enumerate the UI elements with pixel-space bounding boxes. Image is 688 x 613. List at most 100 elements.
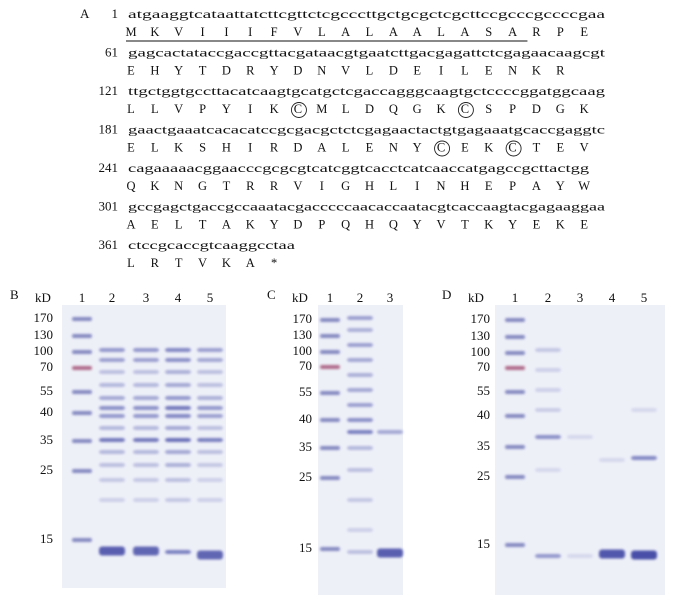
residue: K bbox=[437, 102, 446, 116]
residue: L bbox=[127, 102, 135, 116]
residue: N bbox=[437, 179, 446, 193]
residue: L bbox=[151, 140, 159, 154]
residue: K bbox=[532, 63, 541, 77]
marker-band bbox=[320, 547, 340, 551]
residue: E bbox=[485, 63, 493, 77]
marker-label: 130 bbox=[471, 328, 491, 343]
residue: K bbox=[270, 102, 279, 116]
residue: S bbox=[485, 102, 492, 116]
residue: K bbox=[174, 140, 183, 154]
residue: A bbox=[532, 179, 541, 193]
lane-label: 2 bbox=[357, 290, 364, 305]
residue: A bbox=[460, 25, 469, 39]
marker-label: 170 bbox=[471, 311, 491, 326]
residue: D bbox=[293, 63, 302, 77]
position-number: 1 bbox=[112, 6, 119, 21]
dna-sequence: gccgagctgaccgccaaatacgacccccaacaccaatacg… bbox=[128, 199, 606, 213]
unit-label: kD bbox=[35, 290, 51, 305]
gel-band bbox=[535, 388, 561, 392]
residue: A bbox=[341, 25, 350, 39]
marker-label: 55 bbox=[40, 383, 53, 398]
dna-sequence: gaactgaaatcacacatccgcgacgctctcgagaactact… bbox=[128, 122, 605, 136]
unit-label: kD bbox=[468, 290, 484, 305]
gel-band bbox=[567, 554, 593, 558]
marker-band bbox=[72, 350, 92, 354]
residue: R bbox=[532, 25, 541, 39]
residue: V bbox=[174, 102, 183, 116]
residue: Y bbox=[270, 217, 279, 231]
residue: K bbox=[150, 25, 159, 39]
gel-band bbox=[567, 435, 593, 439]
marker-band bbox=[72, 317, 92, 321]
lane-label: 5 bbox=[641, 290, 648, 305]
gel-band bbox=[165, 370, 191, 374]
lane-label: 1 bbox=[79, 290, 86, 305]
marker-band bbox=[505, 414, 525, 418]
residue: L bbox=[342, 140, 350, 154]
gel-band bbox=[197, 426, 223, 430]
dna-sequence: ttgctggtgccttacatcaagtgcatgctcgaccagggca… bbox=[128, 84, 605, 98]
residue: S bbox=[199, 140, 206, 154]
lane-label: 1 bbox=[512, 290, 519, 305]
gel-band bbox=[165, 463, 191, 467]
lane-label: 3 bbox=[387, 290, 394, 305]
residue: R bbox=[246, 63, 255, 77]
gel-band bbox=[197, 450, 223, 454]
gel-band bbox=[133, 478, 159, 482]
residue: H bbox=[365, 217, 374, 231]
residue: W bbox=[578, 179, 590, 193]
residue: V bbox=[580, 140, 589, 154]
gel-band bbox=[99, 370, 125, 374]
residue: E bbox=[485, 179, 493, 193]
marker-label: 100 bbox=[34, 343, 54, 358]
residue: V bbox=[174, 25, 183, 39]
residue: H bbox=[150, 63, 159, 77]
residue: L bbox=[175, 217, 183, 231]
marker-band bbox=[320, 365, 340, 369]
marker-band bbox=[505, 445, 525, 449]
gel-band bbox=[347, 328, 373, 332]
residue: P bbox=[557, 25, 564, 39]
marker-band bbox=[505, 318, 525, 322]
residue: D bbox=[365, 102, 374, 116]
residue: L bbox=[318, 25, 326, 39]
marker-band bbox=[72, 390, 92, 394]
gel-band bbox=[133, 348, 159, 352]
gel-band bbox=[165, 396, 191, 400]
gel-band bbox=[631, 550, 657, 560]
residue: V bbox=[293, 25, 302, 39]
gel-band bbox=[99, 383, 125, 387]
residue: G bbox=[198, 179, 207, 193]
gel-band bbox=[631, 456, 657, 460]
residue: K bbox=[150, 179, 159, 193]
residue: P bbox=[509, 102, 516, 116]
marker-label: 15 bbox=[299, 540, 312, 555]
gel-band bbox=[133, 414, 159, 418]
marker-band bbox=[505, 366, 525, 370]
gel-band bbox=[165, 358, 191, 362]
residue: T bbox=[223, 179, 231, 193]
gel-band bbox=[165, 438, 191, 442]
marker-label: 55 bbox=[299, 384, 312, 399]
gel-band bbox=[99, 546, 125, 556]
position-number: 361 bbox=[99, 237, 119, 252]
residue: D bbox=[222, 63, 231, 77]
residue: E bbox=[580, 25, 588, 39]
gel-band bbox=[347, 403, 373, 407]
gel-band bbox=[165, 450, 191, 454]
gel-band bbox=[133, 498, 159, 502]
residue: H bbox=[222, 140, 231, 154]
marker-band bbox=[320, 446, 340, 450]
residue: N bbox=[389, 140, 398, 154]
residue: Y bbox=[508, 217, 517, 231]
gel-band bbox=[599, 458, 625, 462]
residue: H bbox=[365, 179, 374, 193]
marker-band bbox=[505, 543, 525, 547]
marker-label: 35 bbox=[477, 438, 490, 453]
gel-band bbox=[197, 438, 223, 442]
residue: K bbox=[484, 140, 493, 154]
gel-band bbox=[133, 463, 159, 467]
residue: * bbox=[271, 256, 277, 270]
gel-band bbox=[99, 358, 125, 362]
